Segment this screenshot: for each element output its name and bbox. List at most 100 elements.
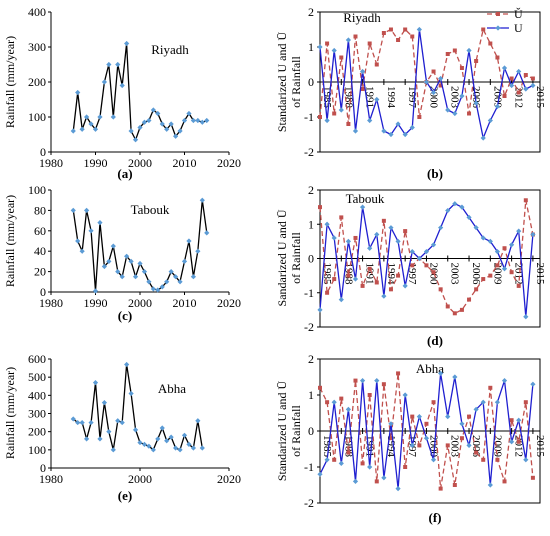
data-point <box>164 126 170 132</box>
legend-marker <box>495 25 501 31</box>
data-point <box>195 248 201 254</box>
data-point <box>388 436 393 441</box>
x-tick-label: 2006 <box>470 86 482 109</box>
x-tick-label: 2010 <box>173 296 197 310</box>
x-tick-label: 2003 <box>449 435 461 458</box>
data-point <box>331 47 337 54</box>
data-point <box>359 204 366 210</box>
data-point <box>124 40 130 47</box>
data-point <box>173 274 179 280</box>
x-tick-label: 1990 <box>84 156 108 170</box>
y-tick-label: -2 <box>304 496 314 510</box>
data-point <box>381 475 387 481</box>
data-point <box>396 371 401 376</box>
data-point <box>164 438 170 444</box>
data-point <box>374 378 380 384</box>
x-tick-label: 1980 <box>39 472 63 486</box>
data-point <box>150 286 156 292</box>
data-point <box>395 486 401 492</box>
x-tick-label: 1997 <box>406 86 418 109</box>
data-point <box>70 416 76 422</box>
data-point <box>132 427 139 433</box>
data-point <box>374 231 380 238</box>
data-point <box>367 393 372 397</box>
data-point <box>359 68 366 75</box>
data-point <box>181 432 188 438</box>
data-point <box>445 414 451 420</box>
data-point <box>92 380 99 386</box>
y-axis-label-line1: Sandarized U and Ū <box>275 209 289 306</box>
y-tick-label: 80 <box>34 203 46 217</box>
y-tick-label: -1 <box>304 286 314 300</box>
data-point <box>416 414 422 420</box>
y-tick-label: 300 <box>28 40 46 54</box>
chart-title: Riyadh <box>343 10 381 25</box>
data-point <box>501 378 508 384</box>
data-point <box>509 82 515 89</box>
data-point <box>345 238 351 244</box>
data-point <box>424 263 429 268</box>
data-point <box>459 307 464 312</box>
data-point <box>395 238 401 244</box>
data-point <box>374 62 379 67</box>
y-axis-label: Rainfall (mm/year) <box>3 195 17 287</box>
data-point <box>338 107 344 113</box>
x-tick-label: 2003 <box>449 263 461 286</box>
legend: ǓU <box>487 7 523 35</box>
data-point <box>84 114 90 120</box>
legend-label: U <box>514 21 523 35</box>
data-point <box>452 110 458 117</box>
data-point <box>487 238 493 244</box>
data-point <box>516 228 522 234</box>
data-point <box>523 314 529 320</box>
data-point <box>324 457 330 463</box>
data-point <box>367 464 373 470</box>
y-tick-label: 500 <box>28 370 46 384</box>
data-point <box>417 443 422 448</box>
data-point <box>509 418 514 423</box>
data-point <box>164 279 170 285</box>
data-point <box>430 457 437 463</box>
data-point <box>381 31 386 35</box>
data-point <box>467 297 472 302</box>
data-point <box>352 128 359 134</box>
panel-label: (f) <box>429 510 442 525</box>
data-point <box>467 414 472 419</box>
y-axis-label: Rainfall (mm/year) <box>3 36 17 128</box>
data-point <box>119 274 125 280</box>
data-point <box>173 445 179 451</box>
chart-title: Abha <box>158 381 186 396</box>
data-point <box>367 117 373 124</box>
data-point <box>409 124 415 131</box>
y-tick-label: 100 <box>28 110 46 124</box>
data-point <box>324 117 330 124</box>
data-point <box>430 89 437 96</box>
data-point <box>141 119 148 125</box>
x-tick-label: 2006 <box>470 263 482 286</box>
data-point <box>495 457 500 462</box>
data-point <box>128 128 134 134</box>
data-point <box>516 283 521 288</box>
y-tick-label: -1 <box>304 110 314 124</box>
data-point <box>150 447 156 453</box>
y-axis-label: Sandarized U and Ūof Rainfall <box>275 209 303 306</box>
data-point <box>445 207 451 214</box>
data-point <box>523 198 528 203</box>
data-point <box>381 293 387 299</box>
data-point <box>396 38 401 42</box>
data-point <box>459 204 465 210</box>
data-point <box>431 270 436 275</box>
x-tick-label: 2015 <box>534 86 546 109</box>
data-point <box>452 311 457 316</box>
data-point <box>159 121 165 127</box>
data-point <box>523 73 528 77</box>
data-point <box>481 27 486 32</box>
data-point <box>92 126 99 132</box>
y-tick-label: 200 <box>28 75 46 89</box>
data-point <box>403 465 408 469</box>
data-point <box>466 214 472 220</box>
data-point <box>523 400 528 405</box>
data-point <box>438 83 443 88</box>
data-point <box>115 269 121 275</box>
data-point <box>438 370 444 376</box>
